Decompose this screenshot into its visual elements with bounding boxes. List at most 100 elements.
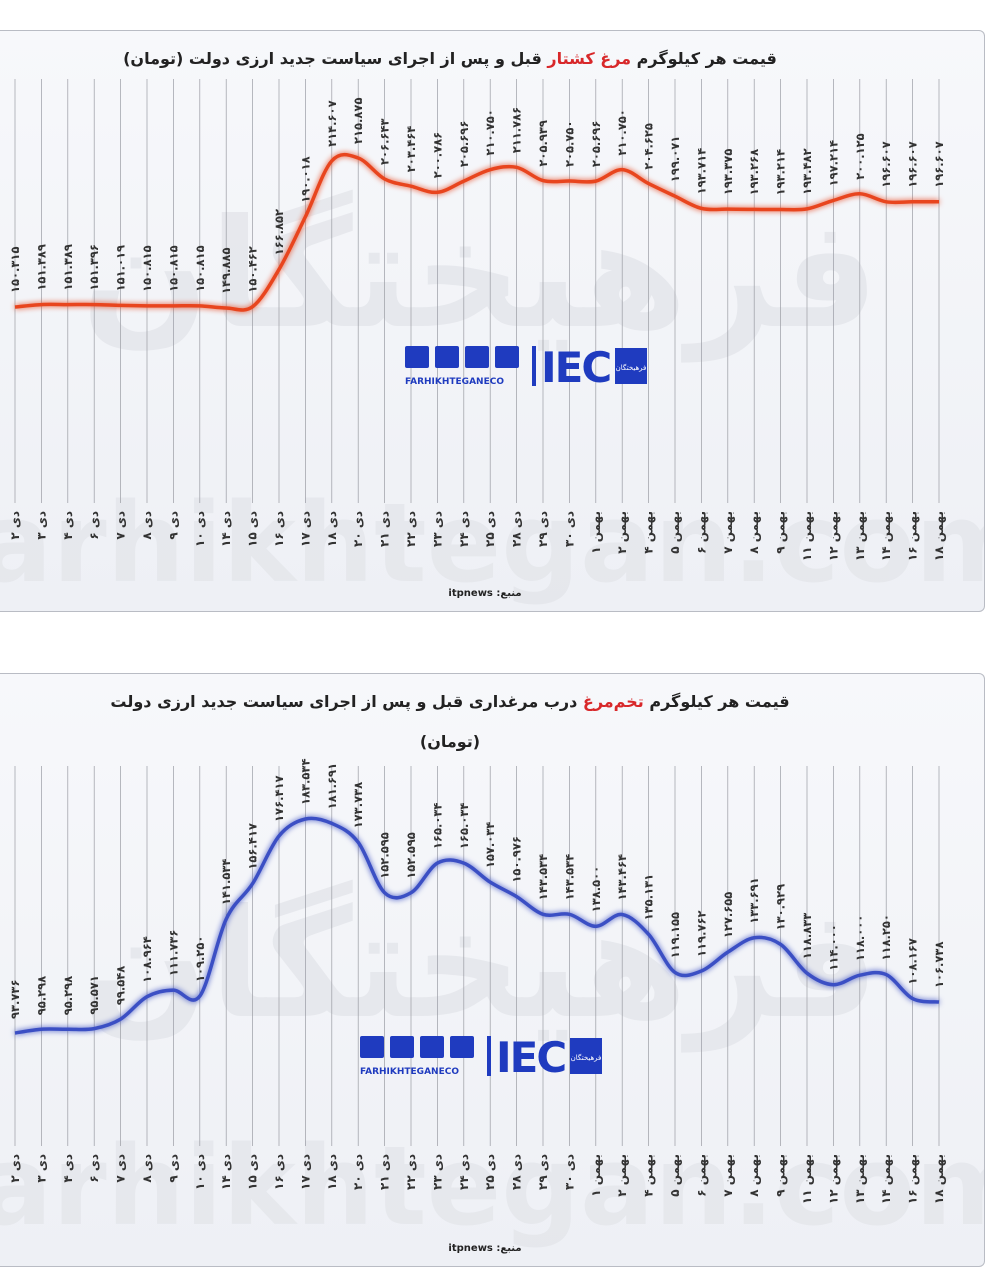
value-label: ۱۴۳.۵۳۴ <box>536 854 550 900</box>
value-label: ۲۰۳.۴۶۴ <box>404 126 418 172</box>
watermark: فرهیختگان <box>81 878 879 1053</box>
logo-mark: IEC <box>541 343 610 392</box>
x-tick-label: ۲ بهمن <box>615 511 629 554</box>
logo-badge: فرهیختگان <box>571 1053 602 1062</box>
value-label: ۹۵.۲۹۸ <box>34 976 48 1015</box>
x-tick-label: ۲۰ دی <box>351 1154 365 1190</box>
value-label: ۱۹۳.۴۸۲ <box>800 148 814 194</box>
source: منبع: itpnews <box>448 1243 521 1254</box>
x-tick-label: ۱۱ بهمن <box>800 1154 814 1204</box>
value-label: ۱۹۹.۰۷۱ <box>668 136 682 182</box>
value-label: ۱۵۰.۸۱۵ <box>193 245 207 291</box>
x-tick-label: ۸ بهمن <box>747 511 761 554</box>
x-tick-label: ۱۴ دی <box>219 511 233 547</box>
social-icon <box>435 346 459 368</box>
x-tick-label: ۷ بهمن <box>721 511 735 554</box>
x-tick-label: ۲۹ دی <box>536 1154 550 1190</box>
x-tick-label: ۹ دی <box>166 511 180 540</box>
value-label: ۱۵۲.۵۹۵ <box>404 832 418 878</box>
x-tick-label: ۲ دی <box>8 1154 22 1183</box>
value-label: ۱۵۱.۰۱۹ <box>114 245 128 291</box>
x-tick-label: ۲ بهمن <box>615 1154 629 1197</box>
social-icon <box>465 346 489 368</box>
x-tick-label: ۲۴ دی <box>457 511 471 547</box>
x-tick-label: ۷ دی <box>114 1154 128 1183</box>
x-tick-label: ۵ بهمن <box>668 1154 682 1197</box>
value-label: ۲۱۰.۷۵۰ <box>483 109 497 155</box>
x-tick-label: ۱۳ بهمن <box>853 1154 867 1204</box>
x-tick-label: ۱۴ بهمن <box>879 1154 893 1204</box>
x-tick-label: ۲۰ دی <box>351 511 365 547</box>
value-label: ۱۳۸.۵۰۰ <box>589 866 603 912</box>
logo: FARHIKHTEGANECO IEC فرهیختگان <box>405 343 647 392</box>
value-label: ۱۹۶.۶۰۷ <box>906 141 920 187</box>
value-label: ۱۵۱.۳۸۹ <box>34 244 48 290</box>
social-icon <box>495 346 519 368</box>
value-label: ۱۵۲.۵۹۵ <box>378 832 392 878</box>
logo-bar <box>532 346 536 386</box>
x-tick-label: ۴ بهمن <box>642 1154 656 1197</box>
logo-badge: فرهیختگان <box>616 363 647 372</box>
value-label: ۲۰۰.۱۲۵ <box>853 133 867 179</box>
x-tick-label: ۷ دی <box>114 511 128 540</box>
value-label: ۹۵.۲۹۸ <box>61 976 75 1015</box>
x-tick-label: ۱۰ دی <box>193 1154 207 1190</box>
chart-title: قیمت هر کیلوگرم مرغ کشتار قبل و پس از اج… <box>0 49 900 68</box>
social-icon <box>390 1036 414 1058</box>
x-tick-label: ۴ بهمن <box>642 511 656 554</box>
value-label: ۹۵.۵۷۱ <box>87 975 101 1014</box>
title-part: قیمت هر کیلوگرم <box>643 692 790 711</box>
value-label: ۱۳۳.۶۹۱ <box>747 877 761 923</box>
value-label: ۱۹۳.۷۱۴ <box>694 148 708 194</box>
x-tick-label: ۱۶ بهمن <box>906 511 920 561</box>
value-label: ۱۹۶.۶۰۷ <box>932 141 946 187</box>
value-label: ۱۴۳.۵۳۴ <box>562 854 576 900</box>
value-label: ۱۱۹.۷۶۲ <box>694 910 708 956</box>
x-tick-label: ۱۶ بهمن <box>906 1154 920 1204</box>
value-label: ۱۵۷.۰۳۴ <box>483 822 497 868</box>
social-icon <box>360 1036 384 1058</box>
value-label: ۲۰۵.۷۵۰ <box>562 121 576 167</box>
value-label: ۱۹۶.۶۰۷ <box>879 141 893 187</box>
logo-badge-box <box>615 348 647 384</box>
x-tick-label: ۱۶ دی <box>272 1154 286 1190</box>
logo-text: FARHIKHTEGANECO <box>405 377 504 387</box>
social-icon <box>405 346 429 368</box>
value-label: ۱۱۹.۱۵۵ <box>668 912 682 958</box>
logo-bar <box>487 1036 491 1076</box>
x-tick-label: ۱۲ بهمن <box>826 511 840 561</box>
value-label: ۱۰۹.۲۵۰ <box>193 936 207 982</box>
x-tick-label: ۶ بهمن <box>694 511 708 554</box>
value-label: ۱۲۷.۶۵۵ <box>721 892 735 938</box>
x-tick-label: ۶ بهمن <box>694 1154 708 1197</box>
value-label: ۱۱۸.۰۰۰ <box>853 915 867 961</box>
value-label: ۱۱۴.۰۰۰ <box>826 924 840 970</box>
value-label: ۱۹۷.۲۱۴ <box>826 140 840 186</box>
x-tick-label: ۱۸ دی <box>325 511 339 547</box>
value-label: ۲۰۵.۶۹۶ <box>457 121 471 167</box>
value-label: ۱۶۶.۸۵۲ <box>272 209 286 255</box>
line <box>14 816 940 1035</box>
x-tick-label: ۱۶ دی <box>272 511 286 547</box>
value-label: ۱۴۳.۴۶۴ <box>615 854 629 900</box>
value-label: ۱۵۰.۸۱۵ <box>140 245 154 291</box>
value-label: ۱۶۵.۰۳۴ <box>430 803 444 849</box>
x-tick-label: ۳۰ دی <box>562 511 576 547</box>
x-tick-label: ۱۵ دی <box>246 511 260 547</box>
x-tick-label: ۱۸ بهمن <box>932 511 946 561</box>
value-label: ۱۰۸.۹۶۴ <box>140 936 154 982</box>
value-label: ۱۳۰.۹۲۹ <box>774 884 788 930</box>
value-label: ۱۵۱.۳۸۹ <box>61 244 75 290</box>
watermark: farhikhtegan.com <box>0 479 984 607</box>
value-label: ۲۱۱.۷۸۶ <box>510 107 524 153</box>
value-label: ۱۶۵.۰۳۴ <box>457 803 471 849</box>
value-label: ۲۰۴.۶۲۵ <box>642 123 656 169</box>
social-icon <box>420 1036 444 1058</box>
x-tick-label: ۴ دی <box>61 511 75 540</box>
title-part: قبل و پس از اجرای سیاست جدید ارزی دولت (… <box>123 49 548 68</box>
x-tick-label: ۷ بهمن <box>721 1154 735 1197</box>
